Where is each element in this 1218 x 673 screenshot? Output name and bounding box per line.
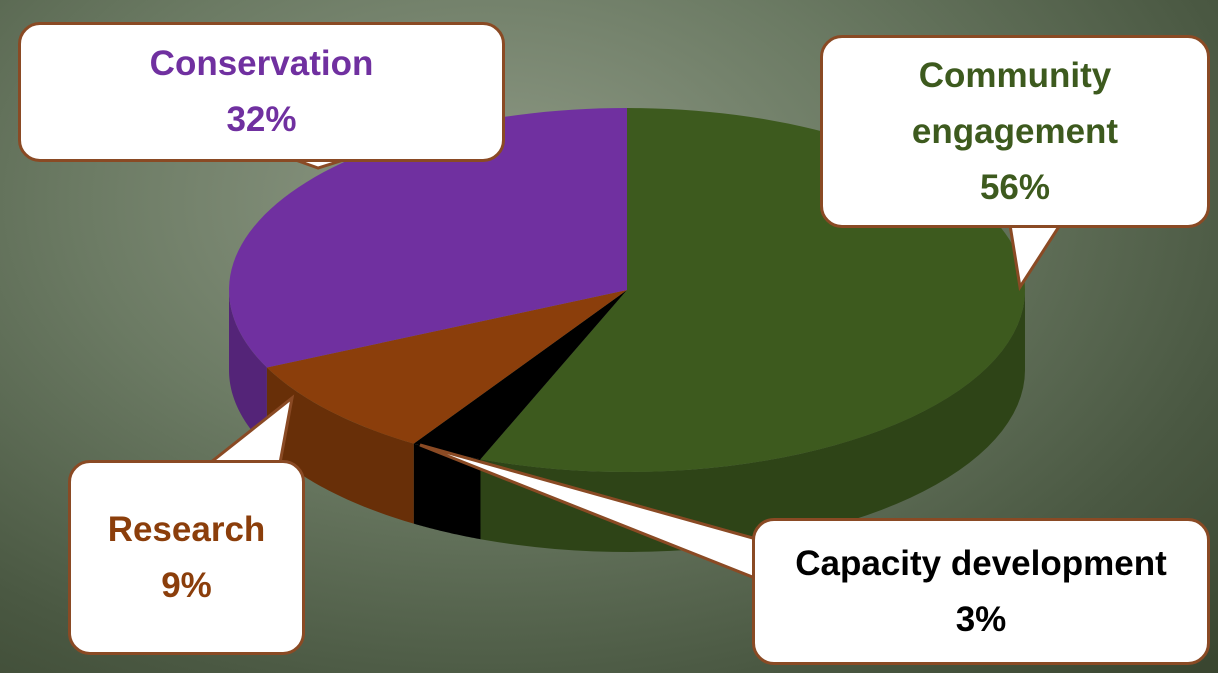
category-label: Conservation (149, 44, 374, 83)
value-label: 3% (955, 599, 1007, 639)
callout: Community engagement 56% (820, 35, 1210, 228)
slice-side (413, 443, 481, 540)
callout: Conservation 32% (18, 22, 505, 162)
category-label: Research (107, 509, 266, 549)
category-label: Community engagement (911, 55, 1119, 151)
callout: Capacity development 3% (752, 518, 1210, 665)
slice (413, 290, 627, 460)
category-label: Capacity development (795, 543, 1167, 583)
value-label: 32% (226, 100, 297, 139)
value-label: 56% (979, 167, 1051, 207)
slice (266, 290, 627, 444)
slice-side (266, 367, 414, 524)
slice-side (229, 290, 267, 448)
callout-pointer (1008, 223, 1063, 292)
value-label: 9% (161, 565, 212, 605)
slice-side (480, 290, 1025, 552)
callout: Research 9% (68, 460, 305, 655)
slice (229, 108, 627, 368)
